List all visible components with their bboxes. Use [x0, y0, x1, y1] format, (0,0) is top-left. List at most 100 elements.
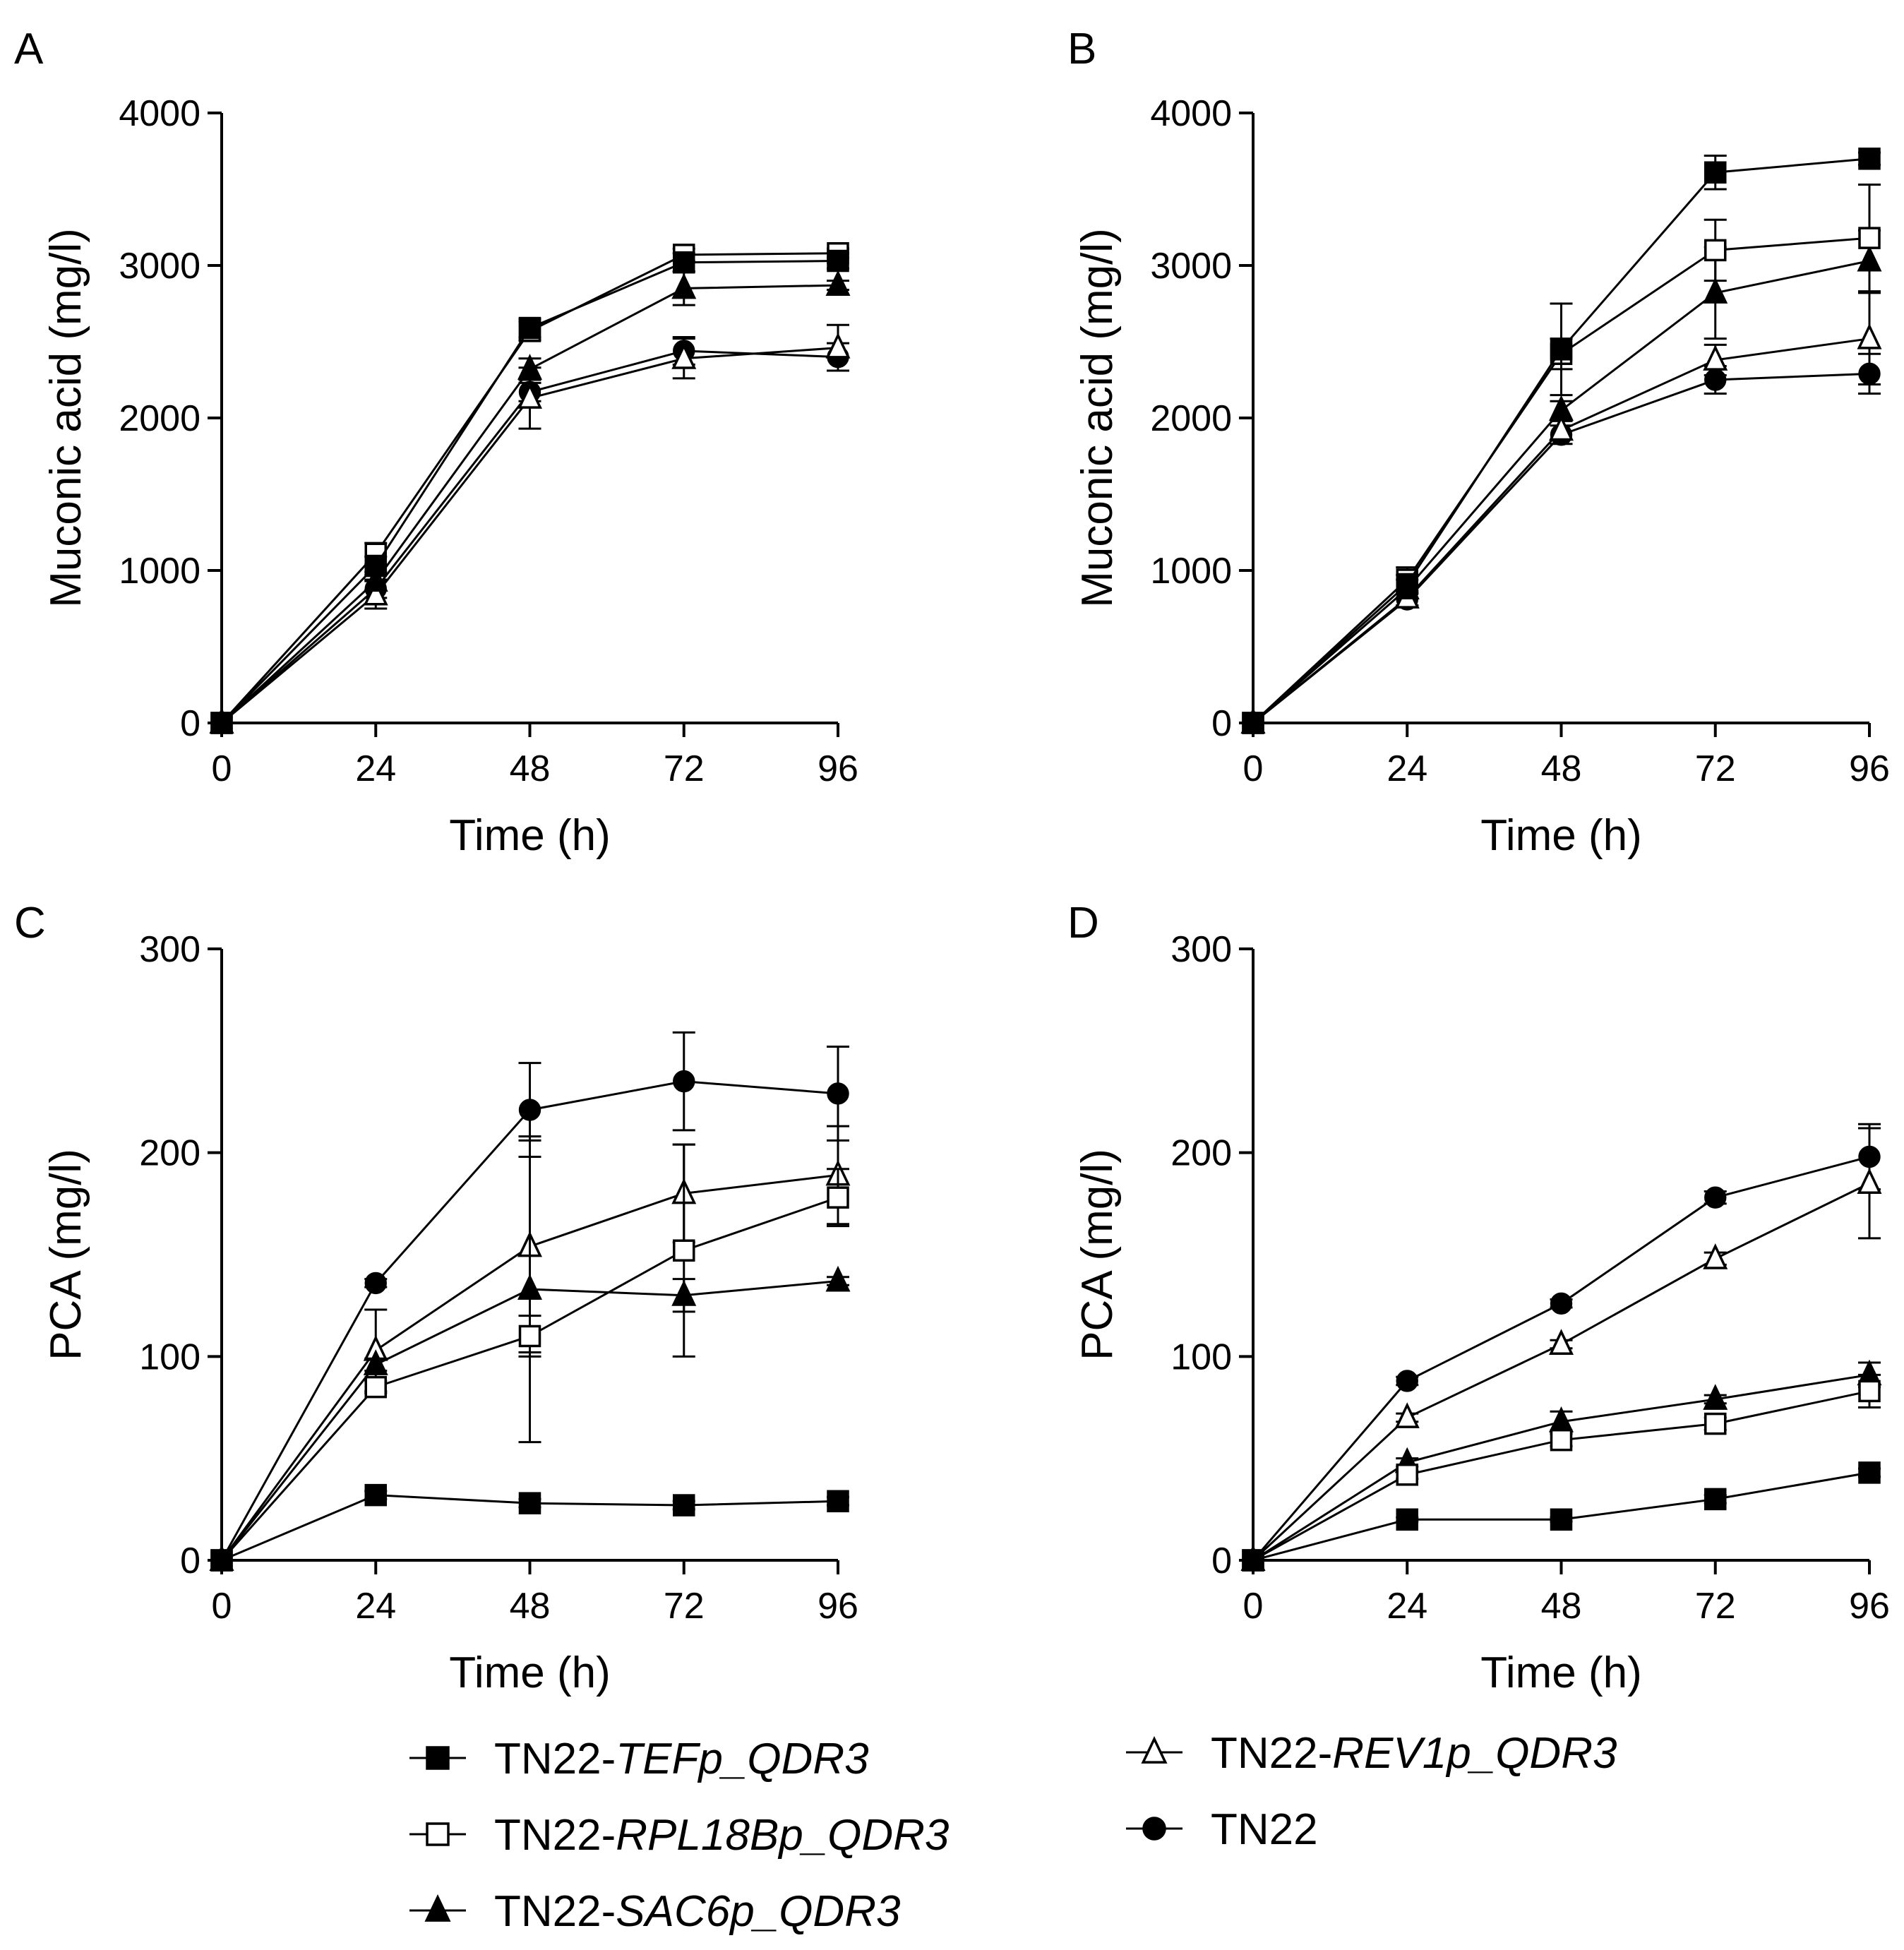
legend-item: TN22-REV1p_QDR3 [1126, 1729, 1617, 1778]
series-filled-square [210, 1483, 849, 1572]
legend-item: TN22-TEFp_QDR3 [409, 1735, 869, 1783]
legend-label-italic: RPL18Bp_QDR3 [616, 1811, 949, 1860]
x-tick-label: 48 [1541, 748, 1582, 789]
data-point [1242, 712, 1264, 734]
series-open-square [210, 241, 849, 734]
legend-marker [426, 1822, 450, 1846]
data-point [1549, 414, 1574, 441]
chart-panel-c: C 0 100 200 300 0 24 48 72 96 Time (h) PCA (mg/l) [14, 899, 858, 1697]
legend-marker [1142, 1817, 1166, 1841]
data-point [1857, 323, 1882, 349]
legend-marker [426, 1746, 450, 1770]
x-axis-title: Time (h) [449, 1649, 610, 1697]
series-open-triangle [1240, 1127, 1882, 1571]
y-axis-title: Muconic acid (mg/l) [42, 228, 90, 607]
data-point [1703, 1243, 1728, 1269]
y-tick-label: 0 [1211, 703, 1232, 744]
data-point [1858, 227, 1881, 249]
y-tick-label: 3000 [1150, 246, 1232, 287]
x-tick-label: 0 [212, 1586, 232, 1627]
x-tick-label: 96 [1849, 1586, 1890, 1627]
x-axis-title: Time (h) [1480, 811, 1641, 860]
y-axis-title: Muconic acid (mg/l) [1073, 228, 1122, 607]
data-point [364, 1483, 387, 1507]
x-tick-label: 72 [1695, 748, 1736, 789]
data-point [1703, 277, 1728, 304]
data-point [1394, 1402, 1420, 1428]
data-point [210, 1549, 233, 1572]
series-open-square [1242, 184, 1881, 734]
chart-panel-d: D 0 100 200 300 0 24 48 72 96 Time (h) PCA (mg/l) [1067, 899, 1890, 1697]
x-tick-label: 72 [1695, 1586, 1736, 1627]
data-point [364, 1272, 387, 1295]
legend-marker [424, 1894, 451, 1922]
data-point [210, 712, 233, 734]
data-point [518, 1099, 541, 1121]
data-point [1704, 1488, 1727, 1511]
legend-label: TN22-TEFp_QDR3 [494, 1735, 869, 1783]
y-tick-label: 100 [139, 1336, 200, 1377]
y-tick-label: 0 [1211, 1541, 1232, 1581]
data-point [1704, 1412, 1727, 1435]
chart-panel-b: B 0 1000 2000 3000 4000 0 24 48 72 96 Time (h) Mucon… [1067, 25, 1890, 860]
series-open-square [210, 1143, 849, 1572]
data-point [1549, 395, 1574, 421]
legend-item: TN22 [1126, 1805, 1318, 1854]
panel-letter: C [14, 899, 46, 947]
x-tick-label: 96 [818, 1586, 858, 1627]
legend-label-italic: REV1p_QDR3 [1332, 1729, 1617, 1778]
series-open-triangle [209, 323, 851, 734]
data-point [363, 1349, 388, 1375]
data-point [825, 1265, 851, 1292]
data-point [517, 383, 542, 409]
y-tick-label: 2000 [1150, 398, 1232, 439]
data-point [518, 1492, 541, 1514]
data-point [1396, 1508, 1418, 1531]
y-axis-title: PCA (mg/l) [1073, 1149, 1122, 1360]
data-point [1703, 345, 1728, 371]
data-point [1857, 1168, 1882, 1194]
series-line [1252, 1182, 1870, 1562]
series-line [1252, 1373, 1870, 1562]
data-point [518, 316, 541, 340]
data-point [518, 1324, 541, 1348]
series-filled-square [1242, 148, 1881, 734]
data-point [827, 1082, 849, 1105]
data-point [1858, 1380, 1881, 1403]
y-tick-label: 200 [1170, 1133, 1232, 1174]
series-open-square [1242, 1373, 1881, 1572]
data-point [517, 1274, 542, 1300]
x-tick-label: 24 [1387, 748, 1427, 789]
y-tick-label: 200 [139, 1133, 200, 1174]
data-point [1704, 1186, 1727, 1209]
data-point [1550, 1292, 1573, 1315]
series-filled-square [210, 249, 849, 734]
legend-label-prefix: TN22- [494, 1887, 616, 1936]
y-tick-label: 300 [1170, 929, 1232, 970]
y-tick-label: 3000 [119, 246, 200, 287]
legend-label-prefix: TN22- [1211, 1729, 1332, 1778]
x-tick-label: 48 [510, 748, 551, 789]
x-tick-label: 24 [355, 748, 396, 789]
data-point [671, 343, 697, 369]
data-point [1704, 239, 1727, 262]
data-point [673, 251, 695, 274]
legend-label: TN22-RPL18Bp_QDR3 [494, 1811, 949, 1860]
y-tick-label: 0 [180, 1541, 200, 1581]
x-tick-label: 96 [1849, 748, 1890, 789]
data-point [827, 1490, 849, 1513]
x-tick-label: 72 [664, 748, 705, 789]
series-line [1252, 1155, 1870, 1561]
data-point [363, 566, 388, 592]
data-point [1550, 1428, 1573, 1452]
legend: TN22-TEFp_QDR3TN22-RPL18Bp_QDR3TN22-SAC6… [409, 1729, 1617, 1936]
x-tick-label: 96 [818, 748, 858, 789]
data-point [1703, 1384, 1728, 1410]
y-tick-label: 2000 [119, 398, 200, 439]
x-tick-label: 72 [664, 1586, 705, 1627]
legend-label-italic: SAC6p_QDR3 [616, 1887, 900, 1936]
data-point [827, 1186, 849, 1209]
x-tick-label: 48 [510, 1586, 551, 1627]
legend-label: TN22 [1211, 1805, 1318, 1854]
